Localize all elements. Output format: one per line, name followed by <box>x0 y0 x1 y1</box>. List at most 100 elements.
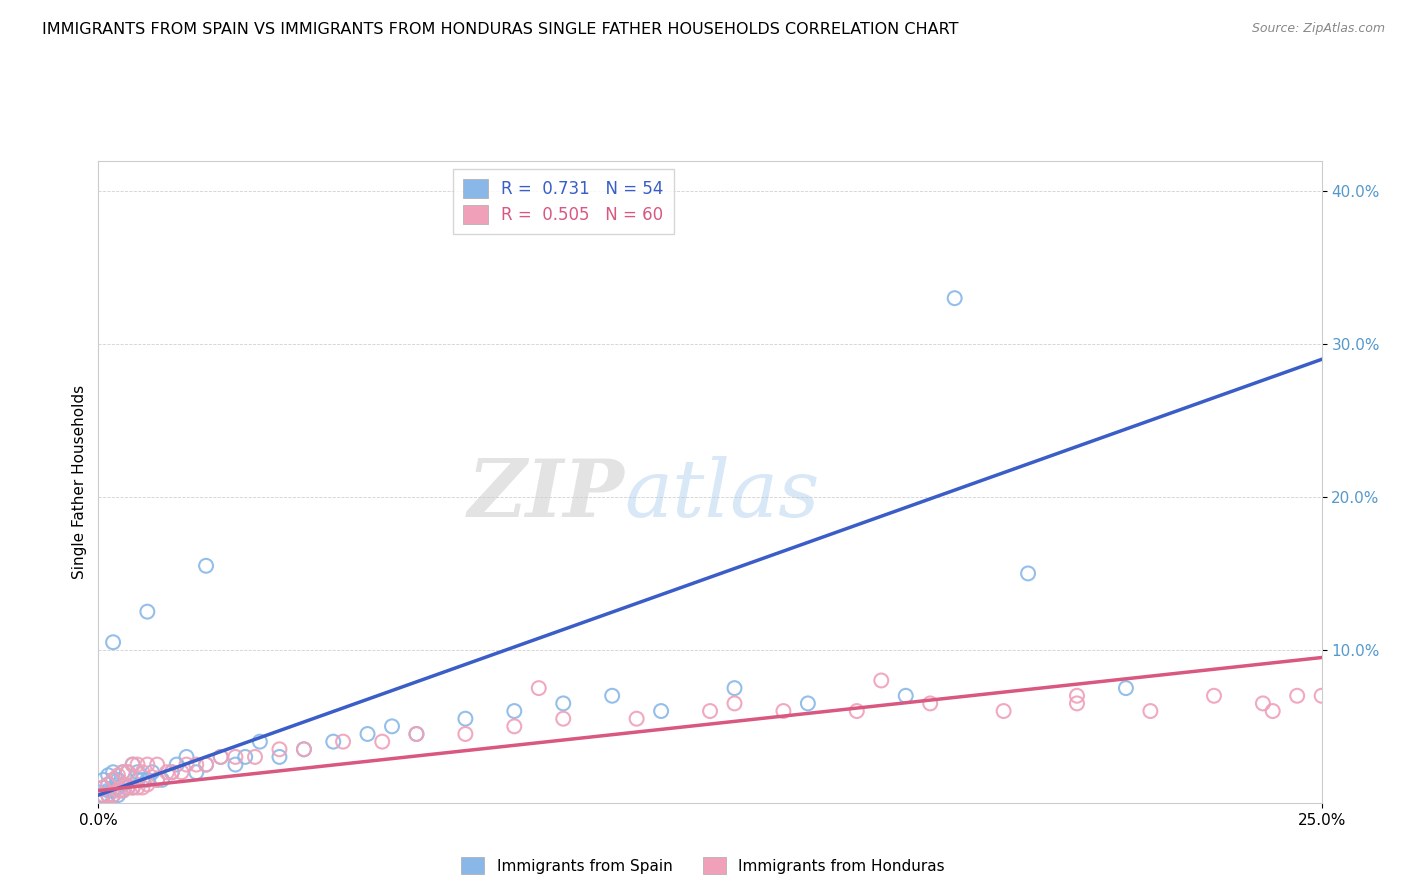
Point <box>146 772 169 787</box>
Point <box>146 772 169 787</box>
Point <box>195 757 218 772</box>
Point <box>111 765 134 780</box>
Point <box>117 765 139 780</box>
Point <box>292 742 315 756</box>
Point <box>322 734 344 748</box>
Point <box>146 757 169 772</box>
Point <box>117 780 139 795</box>
Point <box>136 757 159 772</box>
Text: Source: ZipAtlas.com: Source: ZipAtlas.com <box>1251 22 1385 36</box>
Point <box>600 689 623 703</box>
Point <box>195 757 218 772</box>
Point <box>127 772 149 787</box>
Point <box>1139 704 1161 718</box>
Point <box>1115 681 1137 695</box>
Point <box>870 673 893 688</box>
Point <box>170 765 193 780</box>
Text: IMMIGRANTS FROM SPAIN VS IMMIGRANTS FROM HONDURAS SINGLE FATHER HOUSEHOLDS CORRE: IMMIGRANTS FROM SPAIN VS IMMIGRANTS FROM… <box>42 22 959 37</box>
Point <box>1202 689 1225 703</box>
Point <box>127 757 149 772</box>
Point <box>723 697 745 711</box>
Point <box>111 777 134 791</box>
Point <box>1310 689 1333 703</box>
Point <box>156 765 179 780</box>
Point <box>101 783 124 797</box>
Point <box>176 757 198 772</box>
Point <box>101 765 124 780</box>
Point <box>269 750 291 764</box>
Point <box>1261 704 1284 718</box>
Legend: Immigrants from Spain, Immigrants from Honduras: Immigrants from Spain, Immigrants from H… <box>456 851 950 880</box>
Point <box>797 697 820 711</box>
Point <box>1334 689 1357 703</box>
Point <box>136 605 159 619</box>
Point <box>121 757 143 772</box>
Point <box>503 719 526 733</box>
Point <box>1066 689 1088 703</box>
Point <box>127 765 149 780</box>
Point <box>101 788 124 802</box>
Point <box>121 757 143 772</box>
Y-axis label: Single Father Households: Single Father Households <box>72 384 87 579</box>
Point <box>90 788 112 802</box>
Point <box>195 558 218 573</box>
Point <box>943 291 966 305</box>
Point <box>699 704 721 718</box>
Point <box>111 783 134 797</box>
Text: ZIP: ZIP <box>468 456 624 533</box>
Point <box>381 719 404 733</box>
Point <box>626 712 648 726</box>
Point <box>121 780 143 795</box>
Point <box>117 765 139 780</box>
Point <box>269 742 291 756</box>
Legend: R =  0.731   N = 54, R =  0.505   N = 60: R = 0.731 N = 54, R = 0.505 N = 60 <box>453 169 673 234</box>
Point <box>186 765 208 780</box>
Point <box>527 681 550 695</box>
Point <box>1320 681 1343 695</box>
Point <box>91 780 114 795</box>
Point <box>371 734 394 748</box>
Point <box>553 697 575 711</box>
Point <box>107 788 129 802</box>
Point <box>209 750 232 764</box>
Point <box>356 727 378 741</box>
Point <box>405 727 427 741</box>
Point <box>1399 681 1406 695</box>
Point <box>1384 689 1406 703</box>
Point <box>91 788 114 802</box>
Text: atlas: atlas <box>624 456 820 533</box>
Point <box>1286 689 1309 703</box>
Point <box>233 750 256 764</box>
Point <box>101 772 124 787</box>
Point <box>894 689 917 703</box>
Point <box>136 772 159 787</box>
Point <box>209 750 232 764</box>
Point <box>503 704 526 718</box>
Point <box>107 780 129 795</box>
Point <box>186 757 208 772</box>
Point <box>160 765 183 780</box>
Point <box>127 780 149 795</box>
Point <box>107 768 129 782</box>
Point <box>136 777 159 791</box>
Point <box>243 750 266 764</box>
Point <box>454 712 477 726</box>
Point <box>405 727 427 741</box>
Point <box>97 783 120 797</box>
Point <box>332 734 354 748</box>
Point <box>131 772 153 787</box>
Point <box>91 772 114 787</box>
Point <box>224 757 246 772</box>
Point <box>160 765 183 780</box>
Point <box>454 727 477 741</box>
Point <box>97 788 120 802</box>
Point <box>111 783 134 797</box>
Point <box>1360 697 1382 711</box>
Point <box>224 750 246 764</box>
Point <box>107 783 129 797</box>
Point <box>650 704 672 718</box>
Point <box>845 704 868 718</box>
Point <box>1334 697 1357 711</box>
Point <box>1017 566 1039 581</box>
Point <box>131 780 153 795</box>
